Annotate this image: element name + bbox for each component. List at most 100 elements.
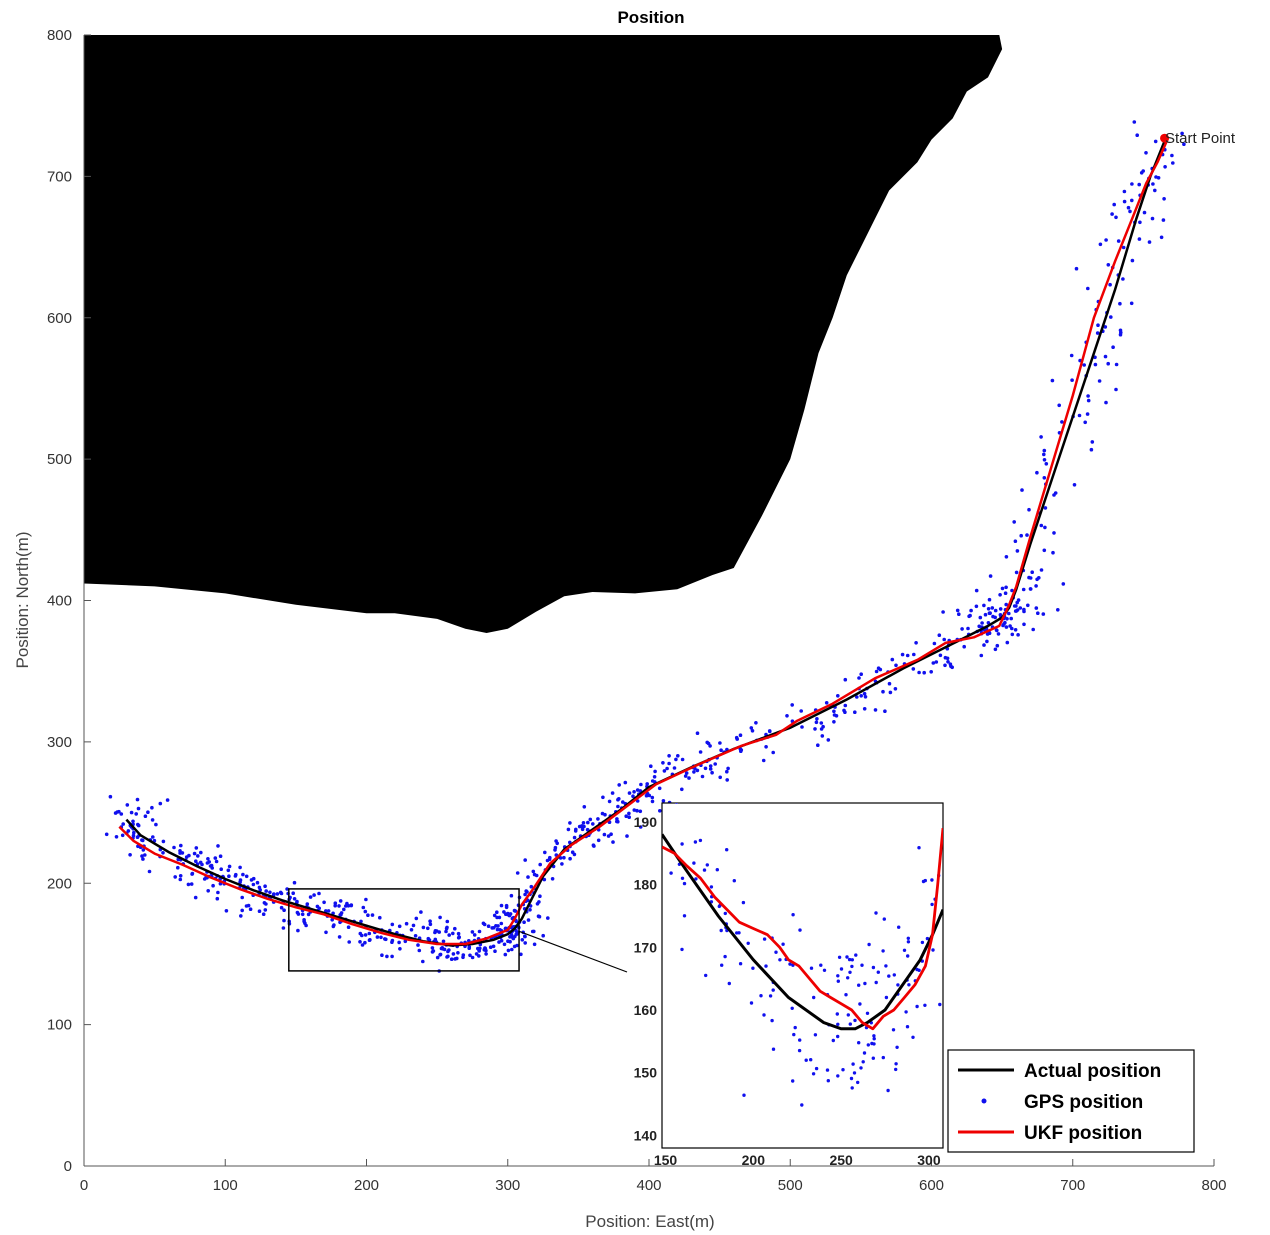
gps-point <box>339 912 343 917</box>
gps-point <box>421 959 425 964</box>
gps-point <box>1114 362 1119 367</box>
gps-point <box>573 829 578 833</box>
gps-point <box>1061 582 1066 586</box>
inset-x-tick-label: 200 <box>742 1152 766 1168</box>
inset-gps-point <box>825 1068 830 1072</box>
inset-gps-point <box>771 988 775 992</box>
gps-point <box>588 817 593 822</box>
inset-gps-point <box>852 1071 857 1075</box>
gps-point <box>713 762 717 766</box>
gps-point <box>647 793 652 798</box>
gps-point <box>1014 570 1019 575</box>
inset-gps-point <box>891 1028 896 1032</box>
inset-gps-point <box>923 1003 927 1007</box>
gps-point <box>119 812 124 816</box>
gps-point <box>414 916 419 921</box>
gps-point <box>302 918 306 922</box>
gps-point <box>985 639 989 644</box>
gps-point <box>413 934 418 938</box>
gps-point <box>227 864 232 869</box>
gps-point <box>800 725 804 729</box>
inset-gps-point <box>835 1012 839 1016</box>
inset-gps-point <box>895 1045 899 1050</box>
inset-gps-point <box>798 1038 802 1042</box>
gps-point <box>143 814 148 818</box>
inset-gps-point <box>735 931 739 935</box>
gps-point <box>1028 587 1033 591</box>
gps-point <box>470 955 475 960</box>
gps-point <box>934 660 939 664</box>
gps-point <box>226 868 231 873</box>
gps-point <box>1010 588 1014 593</box>
inset-x-tick-label: 150 <box>654 1152 678 1168</box>
gps-point <box>881 689 885 694</box>
gps-point <box>749 726 754 730</box>
inset-y-tick-label: 170 <box>634 939 658 955</box>
inset-gps-point <box>881 949 885 953</box>
gps-point <box>366 913 370 917</box>
gps-point <box>141 838 145 843</box>
gps-point <box>258 888 263 892</box>
gps-point <box>1039 523 1044 528</box>
gps-point <box>312 893 316 897</box>
inset-gps-point <box>812 995 816 1000</box>
gps-point <box>610 791 615 795</box>
gps-point <box>623 780 628 785</box>
inset-gps-point <box>897 925 901 929</box>
gps-point <box>662 769 667 773</box>
gps-point <box>120 833 125 838</box>
inset-gps-point <box>680 876 685 880</box>
inset-gps-point <box>790 1006 794 1010</box>
gps-point <box>616 819 620 824</box>
gps-point <box>360 933 364 938</box>
gps-point <box>444 929 448 934</box>
gps-point <box>499 938 504 943</box>
gps-point <box>121 822 125 826</box>
gps-point <box>624 814 628 818</box>
gps-point <box>172 845 176 850</box>
inset-gps-point <box>892 973 896 977</box>
gps-point <box>1020 488 1024 492</box>
gps-point <box>695 731 700 735</box>
gps-point <box>397 924 402 929</box>
gps-point <box>591 822 595 826</box>
gps-point <box>251 882 256 887</box>
gps-point <box>1074 266 1079 271</box>
gps-point <box>857 676 861 680</box>
inset-gps-point <box>845 955 849 959</box>
gps-point <box>832 709 836 714</box>
gps-point <box>977 624 981 629</box>
gps-point <box>631 794 635 798</box>
gps-point <box>627 811 631 816</box>
gps-point <box>383 937 387 941</box>
gps-point <box>1130 198 1134 203</box>
gps-point <box>932 641 937 646</box>
gps-point <box>1025 533 1029 537</box>
gps-point <box>146 810 150 814</box>
gps-point <box>550 877 555 881</box>
gps-point <box>115 810 120 814</box>
gps-point <box>173 875 177 879</box>
gps-point <box>890 657 895 662</box>
gps-point <box>863 695 868 699</box>
inset-gps-point <box>831 1038 835 1043</box>
gps-point <box>206 857 210 861</box>
gps-point <box>1004 602 1008 607</box>
gps-point <box>931 661 936 665</box>
gps-point <box>836 694 840 698</box>
gps-point <box>980 621 984 625</box>
gps-point <box>161 839 166 844</box>
gps-point <box>447 933 452 937</box>
gps-point <box>1141 169 1145 173</box>
gps-point <box>430 946 435 950</box>
gps-point <box>360 943 365 947</box>
gps-point <box>1013 539 1018 543</box>
gps-point <box>495 910 499 914</box>
gps-point <box>819 727 824 731</box>
gps-point <box>213 856 218 860</box>
gps-point <box>272 892 276 896</box>
gps-point <box>616 797 620 802</box>
inset-gps-point <box>738 962 743 966</box>
gps-point <box>725 769 729 774</box>
gps-point <box>617 783 621 787</box>
